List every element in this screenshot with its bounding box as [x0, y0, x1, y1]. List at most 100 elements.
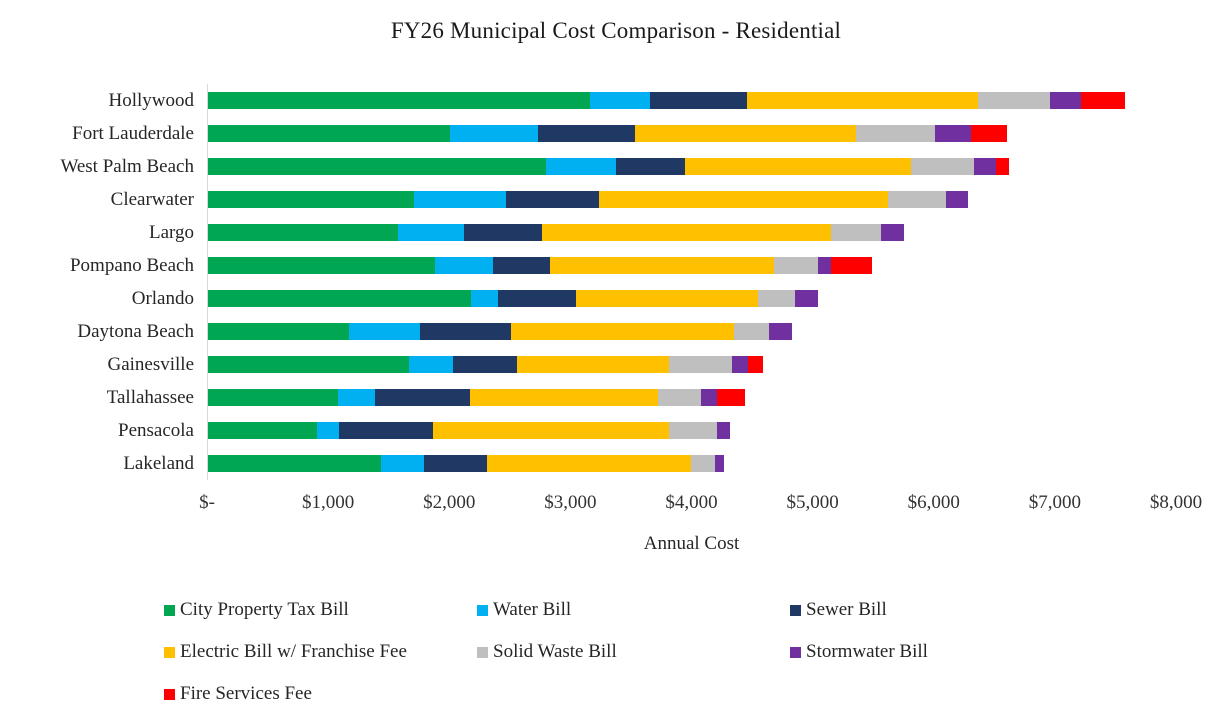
- bar-row: [208, 381, 1177, 414]
- bar-track: [208, 92, 1177, 109]
- bar-segment-water-bill: [589, 92, 651, 109]
- bar-segment-stormwater-bill: [732, 356, 748, 373]
- bar-segment-sewer-bill: [424, 455, 488, 472]
- bar-segment-city-property-tax-bill: [208, 224, 399, 241]
- bar-segment-solid-waste-bill: [856, 125, 935, 142]
- bar-segment-water-bill: [348, 323, 420, 340]
- x-tick-label: $7,000: [1028, 492, 1081, 513]
- bar-segment-sewer-bill: [338, 422, 433, 439]
- legend-item-city-property-tax-bill: City Property Tax Bill: [164, 599, 477, 621]
- category-label: Fort Lauderdale: [72, 122, 194, 144]
- bar-segment-solid-waste-bill: [690, 455, 715, 472]
- bar-segment-city-property-tax-bill: [208, 389, 338, 406]
- bar-segment-stormwater-bill: [974, 158, 996, 175]
- bar-segment-sewer-bill: [463, 224, 543, 241]
- bar-segment-solid-waste-bill: [831, 224, 881, 241]
- bar-segment-fire-services-fee: [747, 356, 763, 373]
- legend-swatch: [790, 604, 801, 616]
- legend-swatch: [164, 604, 175, 616]
- chart-title: FY26 Municipal Cost Comparison - Residen…: [390, 18, 842, 43]
- legend-swatch: [164, 688, 175, 700]
- value-axis: $- $1,000 $2,000 $3,000 $4,000 $5,000 $6,000 $7…: [199, 492, 1202, 516]
- bar-segment-solid-waste-bill: [888, 191, 947, 208]
- bar-segment-water-bill: [413, 191, 506, 208]
- bar-segment-water-bill: [337, 389, 376, 406]
- legend-swatch: [477, 604, 488, 616]
- bar-segment-city-property-tax-bill: [208, 356, 410, 373]
- legend-swatch: [790, 646, 801, 658]
- bar-segment-sewer-bill: [538, 125, 635, 142]
- bar-segment-sewer-bill: [452, 356, 517, 373]
- bar-segment-city-property-tax-bill: [208, 323, 349, 340]
- bar-segment-stormwater-bill: [714, 455, 724, 472]
- bar-track: [208, 257, 1177, 274]
- bar-row: [208, 348, 1177, 381]
- bar-segment-stormwater-bill: [934, 125, 972, 142]
- bar-segment-solid-waste-bill: [669, 356, 733, 373]
- bar-segment-electric-bill-w-franchise-fee: [487, 455, 691, 472]
- bar-segment-water-bill: [317, 422, 339, 439]
- bar-segment-solid-waste-bill: [773, 257, 819, 274]
- bar-segment-electric-bill-w-franchise-fee: [599, 191, 889, 208]
- bar-segment-electric-bill-w-franchise-fee: [576, 290, 758, 307]
- legend-swatch: [164, 646, 175, 658]
- bar-row: [208, 216, 1177, 249]
- bar-segment-fire-services-fee: [1081, 92, 1125, 109]
- x-tick-label: $5,000: [786, 492, 839, 513]
- category-label: Hollywood: [108, 89, 195, 111]
- bar-track: [208, 224, 1177, 241]
- bar-segment-stormwater-bill: [795, 290, 819, 307]
- bar-segment-stormwater-bill: [717, 422, 730, 439]
- bar-segment-sewer-bill: [650, 92, 747, 109]
- bar-track: [208, 125, 1177, 142]
- bar-row: [208, 315, 1177, 348]
- category-label: Tallahassee: [106, 386, 194, 408]
- bar-segment-fire-services-fee: [995, 158, 1010, 175]
- legend-item-stormwater-bill: Stormwater Bill: [790, 641, 1103, 663]
- x-tick-label: $6,000: [907, 492, 960, 513]
- bar-segment-stormwater-bill: [818, 257, 831, 274]
- bar-segment-electric-bill-w-franchise-fee: [549, 257, 774, 274]
- bar-segment-city-property-tax-bill: [208, 290, 471, 307]
- category-label: Daytona Beach: [77, 320, 194, 342]
- bar-segment-fire-services-fee: [971, 125, 1008, 142]
- bar-segment-stormwater-bill: [768, 323, 792, 340]
- bar-track: [208, 356, 1177, 373]
- legend-item-sewer-bill: Sewer Bill: [790, 599, 1103, 621]
- category-label: Lakeland: [123, 452, 194, 474]
- bar-row: [208, 249, 1177, 282]
- bar-segment-solid-waste-bill: [978, 92, 1050, 109]
- bar-rows: [208, 84, 1177, 480]
- legend-label: Water Bill: [493, 599, 572, 620]
- bar-segment-sewer-bill: [616, 158, 686, 175]
- x-tick-label: $-: [199, 492, 215, 513]
- bar-segment-city-property-tax-bill: [208, 92, 590, 109]
- bar-row: [208, 117, 1177, 150]
- bar-segment-solid-waste-bill: [911, 158, 975, 175]
- bar-segment-stormwater-bill: [1049, 92, 1082, 109]
- bar-segment-city-property-tax-bill: [208, 257, 435, 274]
- bar-segment-fire-services-fee: [716, 389, 745, 406]
- bar-track: [208, 323, 1177, 340]
- bar-segment-electric-bill-w-franchise-fee: [634, 125, 856, 142]
- category-label: Pompano Beach: [69, 254, 194, 276]
- bar-segment-water-bill: [450, 125, 539, 142]
- bar-track: [208, 158, 1177, 175]
- bar-segment-stormwater-bill: [946, 191, 969, 208]
- bar-segment-electric-bill-w-franchise-fee: [432, 422, 669, 439]
- bar-segment-sewer-bill: [375, 389, 471, 406]
- legend-label: Sewer Bill: [806, 599, 887, 620]
- category-label: West Palm Beach: [60, 155, 194, 177]
- bar-segment-city-property-tax-bill: [208, 422, 317, 439]
- legend-item-electric-bill-w-franchise-fee: Electric Bill w/ Franchise Fee: [164, 641, 477, 663]
- legend-item-fire-services-fee: Fire Services Fee: [164, 683, 477, 705]
- bar-segment-water-bill: [545, 158, 617, 175]
- bar-row: [208, 84, 1177, 117]
- bar-row: [208, 183, 1177, 216]
- bar-segment-city-property-tax-bill: [208, 455, 382, 472]
- x-tick-label: $8,000: [1149, 492, 1203, 513]
- legend-label: Stormwater Bill: [806, 641, 928, 662]
- x-axis-title: Annual Cost: [643, 533, 740, 554]
- bar-segment-city-property-tax-bill: [208, 191, 414, 208]
